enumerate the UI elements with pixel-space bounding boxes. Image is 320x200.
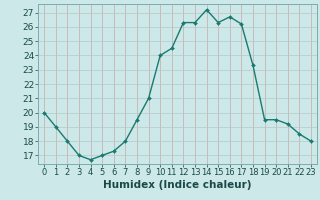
X-axis label: Humidex (Indice chaleur): Humidex (Indice chaleur) <box>103 180 252 190</box>
